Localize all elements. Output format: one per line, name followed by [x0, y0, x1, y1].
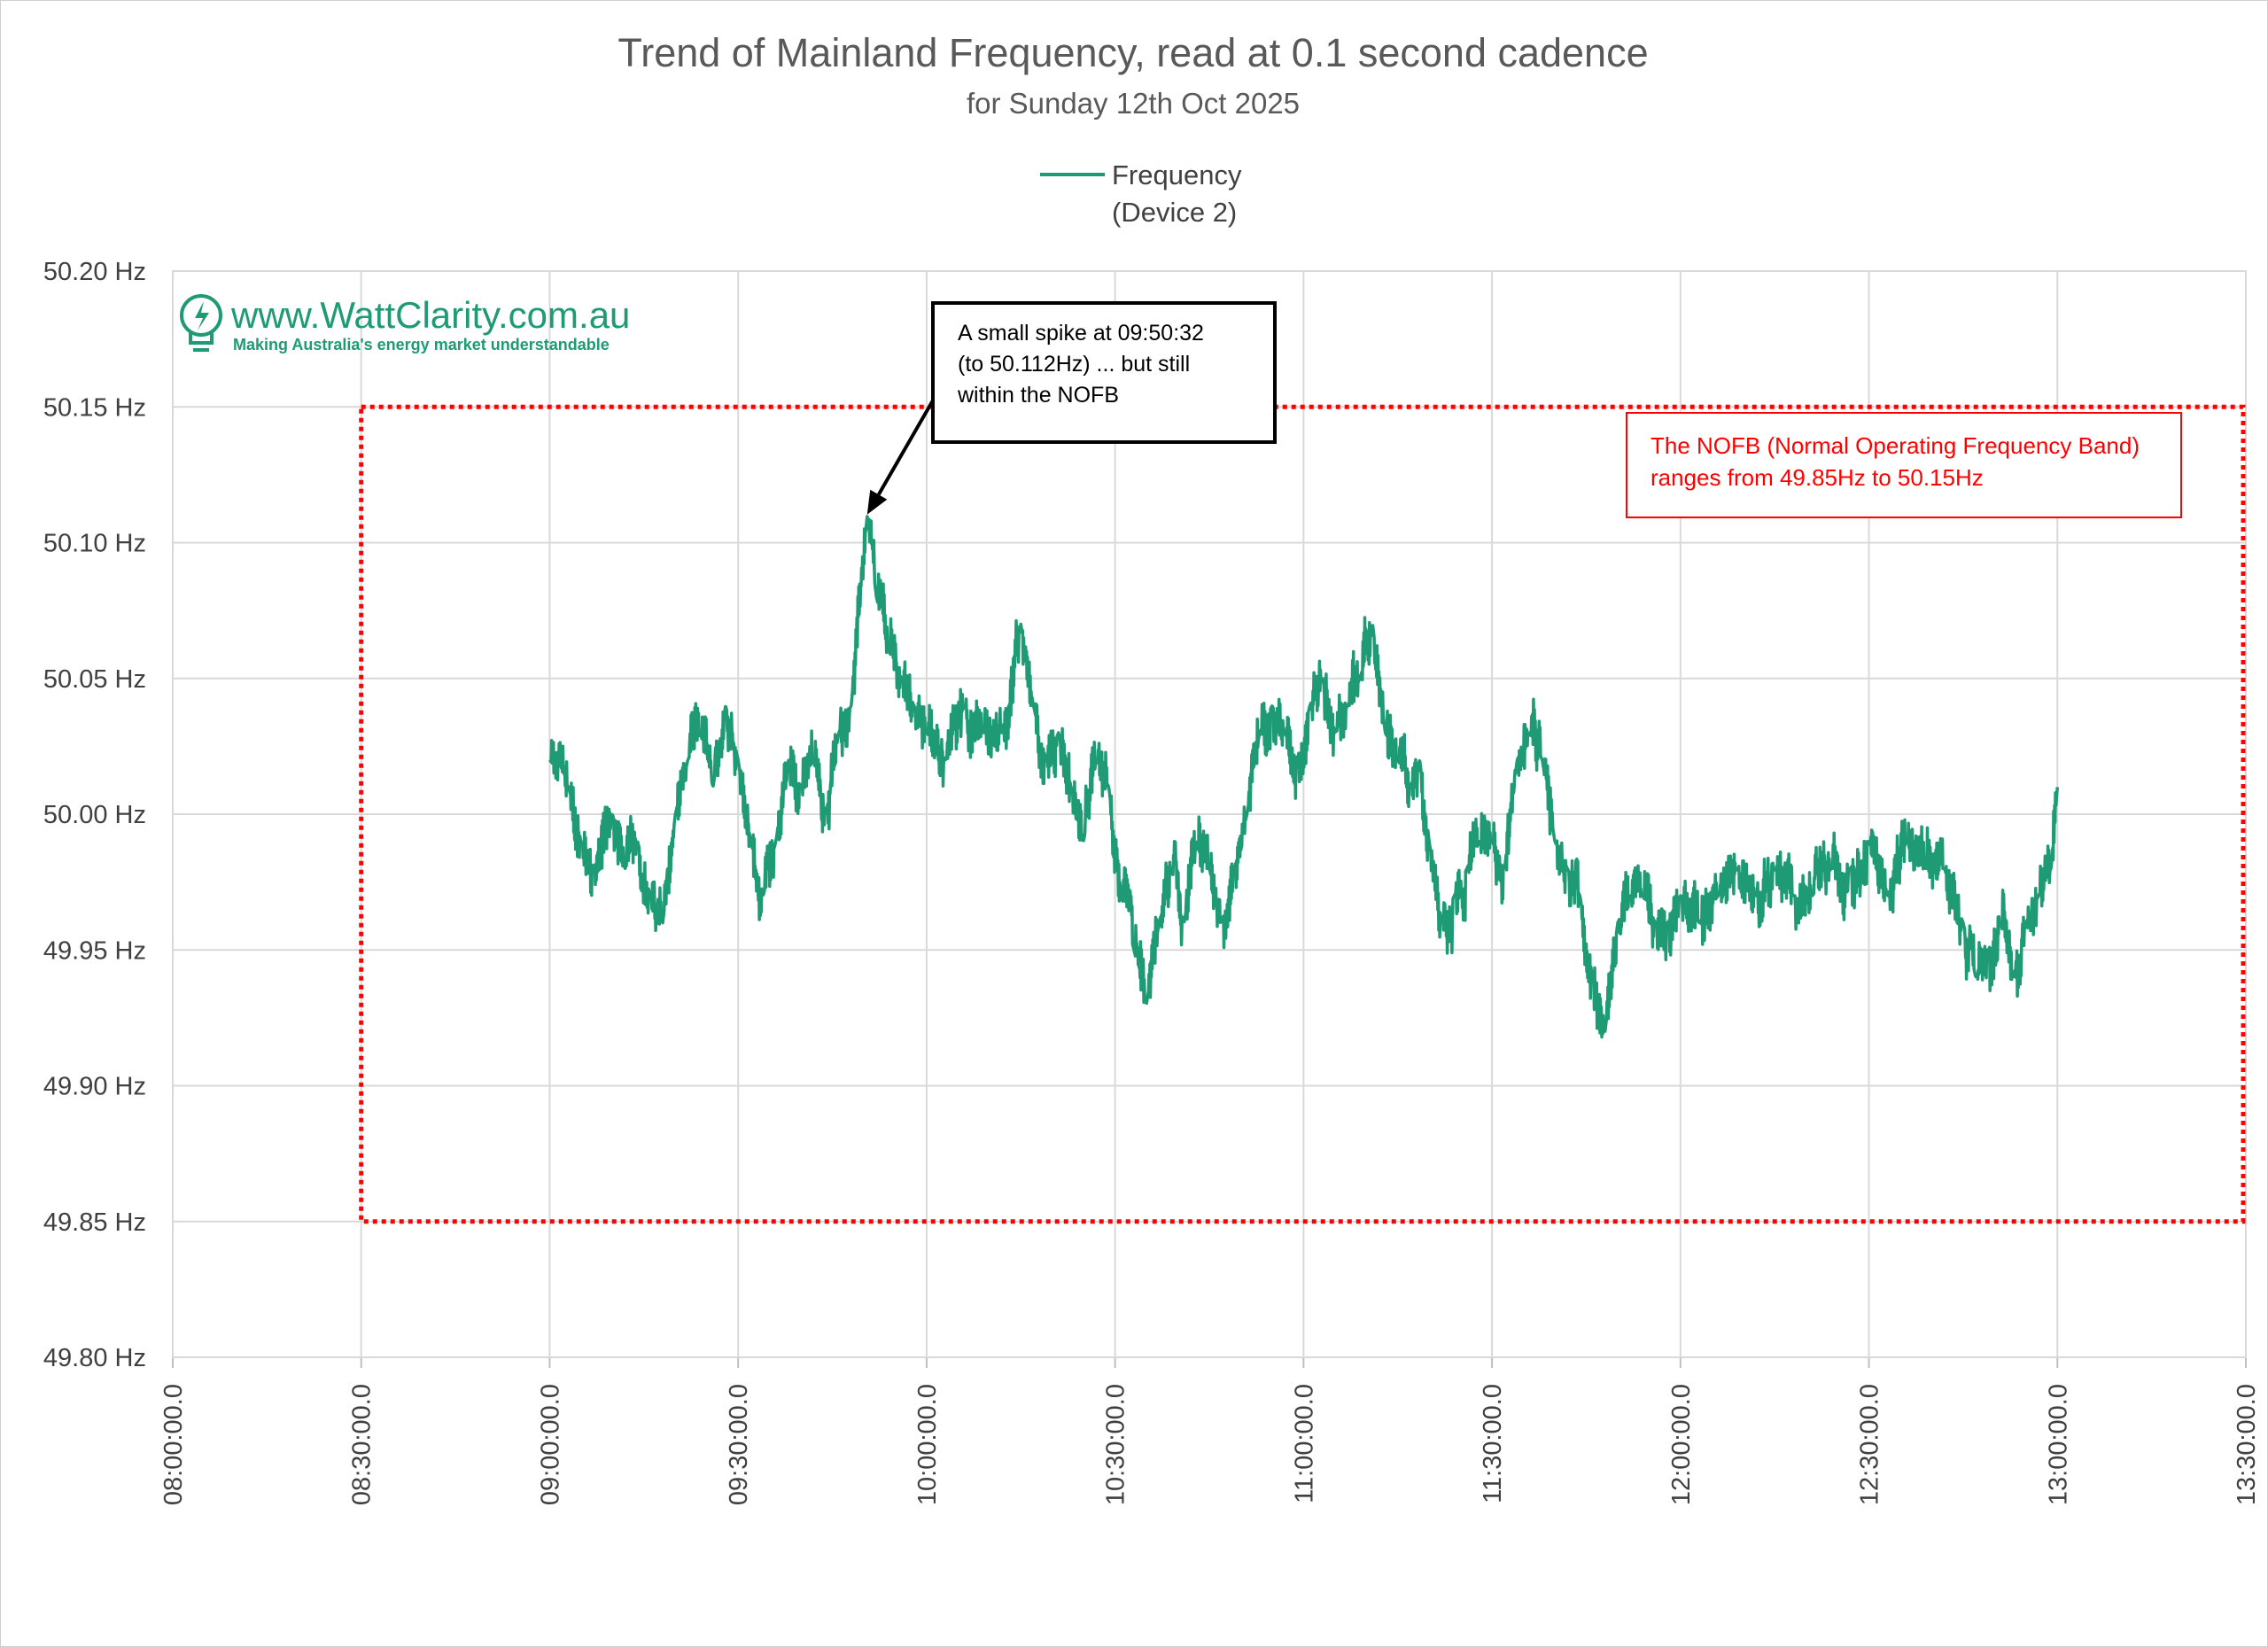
legend-label-line1: Frequency — [1112, 159, 1242, 190]
x-axis-ticks: 08:00:00.0 08:30:00.0 09:00:00.0 09:30:00.0… — [159, 1357, 2261, 1505]
x-tick-label: 10:30:00.0 — [1102, 1384, 1130, 1505]
y-tick-label: 50.00 Hz — [43, 801, 146, 829]
x-tick-label: 13:30:00.0 — [2233, 1384, 2261, 1505]
x-tick-label: 08:00:00.0 — [159, 1384, 188, 1505]
y-axis-ticks: 49.80 Hz 49.85 Hz 49.90 Hz 49.95 Hz 50.00 Hz… — [43, 258, 146, 1372]
y-tick-label: 49.85 Hz — [43, 1208, 146, 1237]
y-tick-label: 50.20 Hz — [43, 258, 146, 286]
nofb-note-line1: The NOFB (Normal Operating Frequency Ban… — [1651, 432, 2140, 459]
y-tick-label: 50.15 Hz — [43, 393, 146, 422]
x-tick-label: 10:00:00.0 — [913, 1384, 942, 1505]
spike-callout-arrowhead — [866, 489, 888, 515]
logo-tagline: Making Australia's energy market underst… — [233, 336, 610, 353]
frequency-series-line — [548, 515, 2060, 1039]
nofb-note: The NOFB (Normal Operating Frequency Ban… — [1626, 412, 2182, 518]
y-tick-label: 49.95 Hz — [43, 936, 146, 965]
chart-title: Trend of Mainland Frequency, read at 0.1… — [617, 30, 1648, 75]
x-tick-label: 13:00:00.0 — [2044, 1384, 2072, 1505]
legend: Frequency (Device 2) — [1040, 159, 1242, 228]
spike-callout-line3: within the NOFB — [957, 383, 1119, 408]
y-tick-label: 50.05 Hz — [43, 665, 146, 694]
x-tick-label: 09:00:00.0 — [536, 1384, 564, 1505]
y-tick-label: 50.10 Hz — [43, 530, 146, 558]
nofb-note-box — [1626, 412, 2182, 518]
spike-callout-arrow-line — [877, 400, 935, 496]
chart-subtitle: for Sunday 12th Oct 2025 — [967, 87, 1300, 120]
spike-callout-line1: A small spike at 09:50:32 — [958, 321, 1204, 346]
nofb-note-line2: ranges from 49.85Hz to 50.15Hz — [1651, 464, 1984, 491]
logo-url-text: www.WattClarity.com.au — [230, 294, 630, 336]
nofb-band — [359, 404, 2246, 1224]
spike-callout: A small spike at 09:50:32 (to 50.112Hz) … — [866, 301, 1277, 515]
legend-label-line2: (Device 2) — [1112, 197, 1237, 228]
spike-callout-line2: (to 50.112Hz) ... but still — [958, 352, 1190, 377]
x-tick-label: 12:00:00.0 — [1667, 1384, 1696, 1505]
spike-callout-box — [931, 301, 1277, 444]
y-tick-label: 49.90 Hz — [43, 1073, 146, 1101]
x-tick-label: 09:30:00.0 — [725, 1384, 753, 1505]
x-tick-label: 08:30:00.0 — [348, 1384, 377, 1505]
x-tick-label: 11:00:00.0 — [1290, 1384, 1318, 1503]
x-tick-label: 12:30:00.0 — [1856, 1384, 1884, 1505]
wattclarity-logo: www.WattClarity.com.au Making Australia'… — [180, 294, 630, 353]
plot-area — [172, 270, 2247, 1358]
x-tick-label: 11:30:00.0 — [1479, 1384, 1507, 1503]
y-tick-label: 49.80 Hz — [43, 1344, 146, 1372]
lightbulb-bolt-icon — [180, 294, 222, 352]
